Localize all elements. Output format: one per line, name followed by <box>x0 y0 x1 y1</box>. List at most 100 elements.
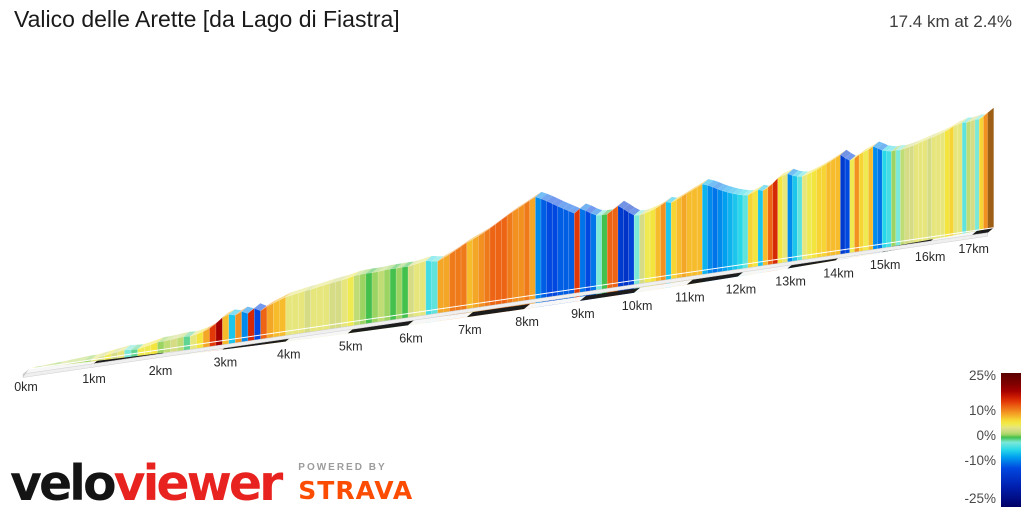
profile-segment <box>816 166 822 264</box>
profile-segment-top <box>329 276 342 284</box>
profile-segment <box>881 150 888 253</box>
profile-segment-top <box>117 345 131 353</box>
profile-segment-top <box>944 124 956 132</box>
strava-logo[interactable]: STRAVA <box>298 476 414 505</box>
profile-segment-top <box>461 237 473 247</box>
profile-segment-top <box>623 203 635 213</box>
profile-segment <box>762 187 769 273</box>
powered-by-label: POWERED BY <box>298 462 387 473</box>
profile-segment <box>579 208 586 302</box>
profile-segment <box>974 118 980 236</box>
profile-segment-top <box>717 184 729 191</box>
profile-segment-top <box>266 298 280 307</box>
profile-segment <box>970 119 976 237</box>
profile-segment-top <box>341 273 354 281</box>
profile-segment-top <box>70 357 84 364</box>
profile-segment-top <box>279 292 292 301</box>
profile-segment-top <box>787 168 799 176</box>
profile-segment-top <box>835 149 847 158</box>
profile-segment <box>752 189 759 275</box>
profile-segment <box>825 160 832 263</box>
km-tick-label: 10km <box>622 299 653 313</box>
profile-segment-top <box>177 331 190 339</box>
profile-segment <box>512 207 519 311</box>
profile-segment <box>676 196 682 287</box>
profile-segment <box>563 208 570 304</box>
profile-segment <box>757 189 764 274</box>
profile-segment-top <box>437 252 450 262</box>
profile-segment <box>797 176 803 268</box>
profile-segment <box>551 203 559 306</box>
profile-segment-top <box>529 191 542 201</box>
profile-segment-top <box>585 205 597 214</box>
profile-segment-top <box>979 111 990 120</box>
profile-segment-top <box>425 255 438 262</box>
profile-segment <box>922 138 928 246</box>
profile-segment <box>983 112 988 234</box>
profile-segment <box>891 149 897 251</box>
profile-segment-top <box>552 198 564 207</box>
profile-segment-top <box>891 145 902 152</box>
profile-segment-top <box>144 339 157 348</box>
profile-segment <box>953 124 959 240</box>
profile-segment <box>792 175 798 268</box>
profile-segment-top <box>254 303 267 311</box>
profile-segment-top <box>501 210 514 220</box>
km-tick-label: 4km <box>277 348 301 362</box>
profile-segment-top <box>644 206 657 214</box>
profile-segment-top <box>310 282 323 290</box>
profile-segment-top <box>518 199 531 208</box>
profile-segment <box>835 154 841 261</box>
profile-segment <box>863 149 869 256</box>
base-km-strip <box>347 320 415 334</box>
profile-segment-top <box>170 333 184 340</box>
profile-segment-top <box>752 184 764 193</box>
profile-segment-top <box>868 141 880 150</box>
profile-segment-top <box>686 185 698 194</box>
profile-segment-top <box>546 196 559 204</box>
profile-segment-top <box>628 207 641 216</box>
profile-segment <box>777 175 783 271</box>
profile-segment-top <box>590 208 603 216</box>
profile-segment-top <box>732 188 744 195</box>
veloviewer-logo[interactable]: veloviewer <box>10 459 283 508</box>
km-tick-label: 2km <box>149 364 173 378</box>
profile-segment-top <box>524 195 536 205</box>
profile-segment-top <box>535 191 548 199</box>
profile-segment-top <box>904 141 916 149</box>
profile-segment-top <box>849 153 861 161</box>
profile-segment-top <box>443 249 456 258</box>
profile-segment <box>395 266 403 328</box>
profile-segment <box>335 279 342 336</box>
profile-segment-top <box>402 261 415 268</box>
veloviewer-logo-viewer: viewer <box>113 455 284 512</box>
profile-segment-top <box>873 141 884 149</box>
profile-segment <box>529 196 536 309</box>
gradient-legend-bar <box>1001 373 1021 507</box>
profile-segment <box>801 174 808 267</box>
profile-segment-top <box>886 145 898 152</box>
profile-segment-top <box>347 271 360 279</box>
profile-segment-top <box>676 191 688 200</box>
profile-segment <box>948 125 954 241</box>
profile-segment-top <box>541 193 553 202</box>
footer-logo: veloviewer POWERED BY STRAVA <box>10 450 413 508</box>
profile-segment-top <box>235 306 248 316</box>
profile-segment <box>466 239 473 318</box>
profile-segment-top <box>157 336 171 343</box>
profile-segment <box>944 128 950 242</box>
km-tick-label: 8km <box>515 315 539 329</box>
profile-segment <box>935 133 941 243</box>
profile-segment-top <box>845 152 856 161</box>
profile-segment <box>702 183 708 283</box>
legend-tick-label: 25% <box>968 368 996 384</box>
profile-segment-top <box>797 171 809 177</box>
profile-segment-top <box>601 209 614 216</box>
profile-segment-top <box>408 259 420 267</box>
profile-segment-top <box>691 182 704 191</box>
profile-segment-top <box>164 334 177 342</box>
profile-segment <box>681 192 688 286</box>
profile-segment <box>437 257 444 322</box>
profile-segment-top <box>84 354 97 361</box>
profile-segment-top <box>285 290 299 298</box>
